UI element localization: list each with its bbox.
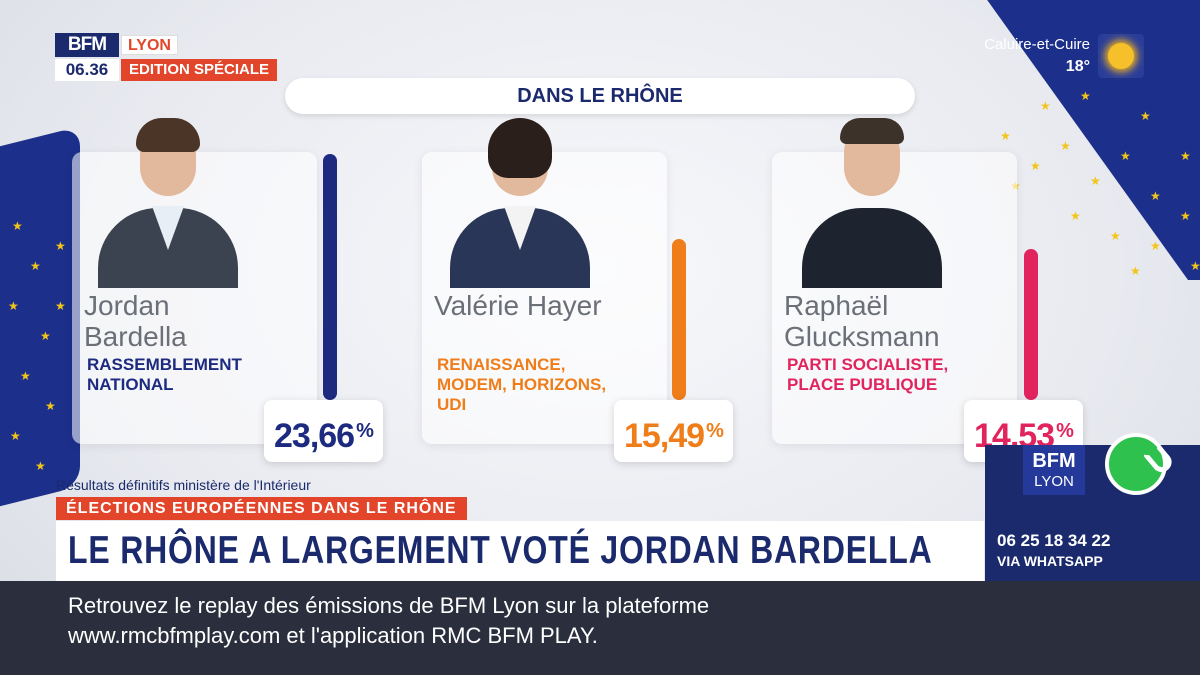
star-icon: ★ bbox=[1080, 89, 1091, 103]
result-percentage: 15,49% bbox=[614, 400, 733, 462]
star-icon: ★ bbox=[1180, 209, 1191, 223]
star-icon: ★ bbox=[1120, 149, 1131, 163]
weather-temperature: 18° bbox=[1065, 58, 1090, 75]
candidate-last-name: Bardella bbox=[84, 321, 187, 352]
result-bar bbox=[1024, 249, 1038, 400]
sun-icon bbox=[1108, 43, 1134, 69]
candidate-party-line: RASSEMBLEMENT bbox=[87, 355, 242, 374]
star-icon: ★ bbox=[1030, 159, 1041, 173]
candidate-party-line: RENAISSANCE, bbox=[437, 355, 566, 374]
star-icon: ★ bbox=[55, 299, 66, 313]
region-title: DANS LE RHÔNE bbox=[285, 78, 915, 114]
star-icon: ★ bbox=[30, 259, 41, 273]
star-icon: ★ bbox=[12, 219, 23, 233]
candidate-name: Valérie Hayer bbox=[434, 290, 602, 321]
star-icon: ★ bbox=[1140, 109, 1151, 123]
bfm-lyon-logo: BFM LYON bbox=[1023, 445, 1085, 495]
result-bar bbox=[323, 154, 337, 400]
star-icon: ★ bbox=[20, 369, 31, 383]
source-note: Résultats définitifs ministère de l'Inté… bbox=[56, 477, 311, 493]
star-icon: ★ bbox=[1110, 229, 1121, 243]
candidate-last-name: Glucksmann bbox=[784, 321, 940, 352]
whatsapp-label: VIA WHATSAPP bbox=[997, 553, 1103, 569]
eu-flag-left-decoration bbox=[0, 126, 80, 514]
candidate-card-bardella bbox=[72, 152, 317, 444]
candidate-photo-bardella bbox=[92, 118, 242, 288]
star-icon: ★ bbox=[45, 399, 56, 413]
lower-third-banner: LE RHÔNE A LARGEMENT VOTÉ JORDAN BARDELL… bbox=[56, 521, 984, 581]
star-icon: ★ bbox=[55, 239, 66, 253]
whatsapp-icon bbox=[1105, 433, 1176, 495]
star-icon: ★ bbox=[1150, 189, 1161, 203]
star-icon: ★ bbox=[1070, 209, 1081, 223]
star-icon: ★ bbox=[40, 329, 51, 343]
whatsapp-contact-block: BFM LYON 06 25 18 34 22 VIA WHATSAPP bbox=[985, 433, 1200, 581]
star-icon: ★ bbox=[1040, 99, 1051, 113]
candidate-card-hayer bbox=[422, 152, 667, 444]
star-icon: ★ bbox=[35, 459, 46, 473]
candidate-photo-glucksmann bbox=[796, 118, 946, 288]
weather-city: Caluire-et-Cuire bbox=[984, 36, 1090, 53]
weather-icon-box bbox=[1098, 34, 1144, 78]
candidate-party-line: PARTI SOCIALISTE, bbox=[787, 355, 949, 374]
edition-badge: EDITION SPÉCIALE bbox=[121, 59, 278, 81]
candidate-first-name: Jordan bbox=[84, 290, 170, 321]
bfm-logo: BFM bbox=[55, 33, 119, 57]
candidate-card-glucksmann bbox=[772, 152, 1017, 444]
candidate-party-line: MODEM, HORIZONS, bbox=[437, 375, 607, 394]
ticker-line: Retrouvez le replay des émissions de BFM… bbox=[68, 593, 710, 618]
logo-city: LYON bbox=[121, 35, 178, 55]
star-icon: ★ bbox=[8, 299, 19, 313]
star-icon: ★ bbox=[1090, 174, 1101, 188]
star-icon: ★ bbox=[1060, 139, 1071, 153]
lower-third-subtitle: ÉLECTIONS EUROPÉENNES DANS LE RHÔNE bbox=[56, 497, 467, 520]
candidate-first-name: Raphaël bbox=[784, 290, 889, 321]
bottom-ticker: Retrouvez le replay des émissions de BFM… bbox=[0, 581, 1200, 675]
star-icon: ★ bbox=[1000, 129, 1011, 143]
candidate-party-line: UDI bbox=[437, 395, 467, 414]
whatsapp-number: 06 25 18 34 22 bbox=[997, 531, 1111, 550]
candidate-photo-hayer bbox=[444, 118, 594, 288]
clock: 06.36 bbox=[55, 59, 119, 81]
star-icon: ★ bbox=[1130, 264, 1141, 278]
candidate-party-line: NATIONAL bbox=[87, 375, 174, 394]
candidate-party-line: PLACE PUBLIQUE bbox=[787, 375, 938, 394]
star-icon: ★ bbox=[1150, 239, 1161, 253]
star-icon: ★ bbox=[1190, 259, 1200, 273]
star-icon: ★ bbox=[1180, 149, 1191, 163]
headline: LE RHÔNE A LARGEMENT VOTÉ JORDAN BARDELL… bbox=[68, 529, 933, 572]
ticker-line: www.rmcbfmplay.com et l'application RMC … bbox=[68, 623, 598, 648]
star-icon: ★ bbox=[10, 429, 21, 443]
result-percentage: 23,66% bbox=[264, 400, 383, 462]
result-bar bbox=[672, 239, 686, 400]
